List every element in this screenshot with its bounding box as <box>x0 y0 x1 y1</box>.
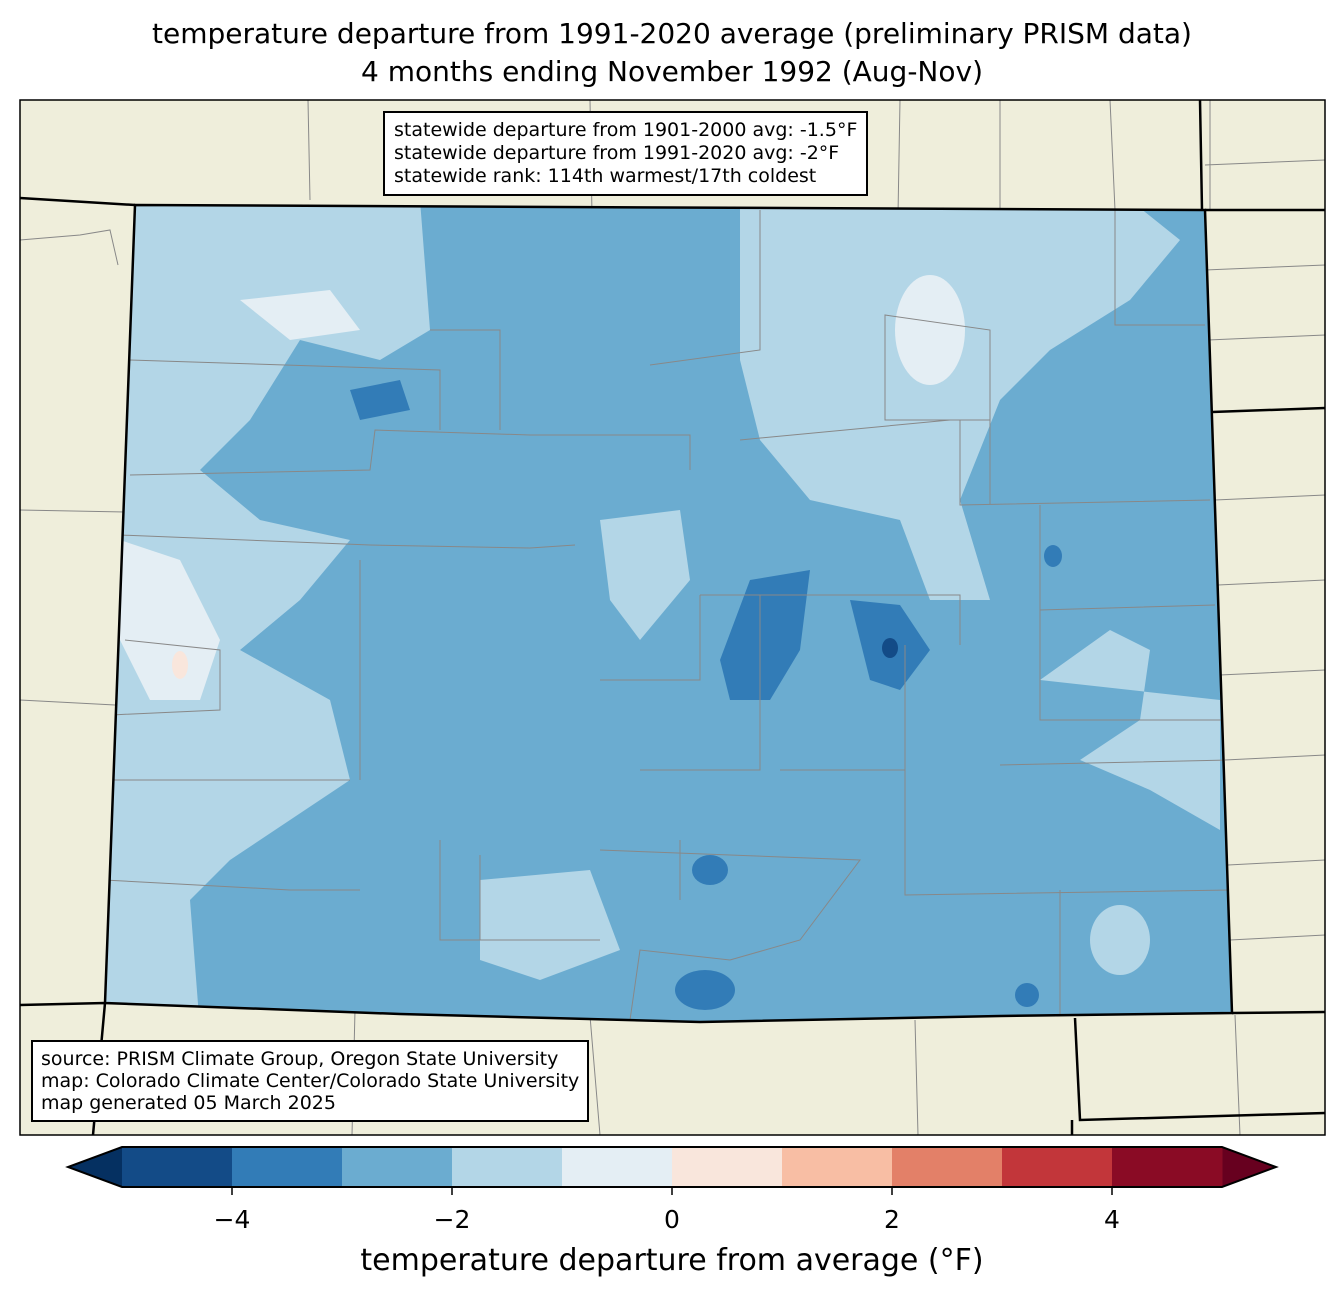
band-minus-1-to-minus-2-northeast <box>740 205 1180 600</box>
colorbar-bin <box>452 1147 563 1187</box>
statewide-stats-box: statewide departure from 1901-2000 avg: … <box>383 111 869 196</box>
band-0-to-minus-1-northeast <box>895 275 965 385</box>
colorbar-tick-label: −4 <box>214 1205 251 1234</box>
colorbar-bin <box>1112 1147 1223 1187</box>
source-box: source: PRISM Climate Group, Oregon Stat… <box>31 1040 590 1122</box>
stats-rank: statewide rank: 114th warmest/17th colde… <box>394 165 817 187</box>
title-line-1: temperature departure from 1991-2020 ave… <box>152 17 1192 50</box>
band-0-to-minus-1-northwest <box>240 290 360 340</box>
band-minus-3-to-minus-4-spot <box>692 855 728 885</box>
temperature-field <box>105 205 1232 1022</box>
band-minus-3-to-minus-4-e <box>1044 545 1062 567</box>
colorbar-bin <box>342 1147 453 1187</box>
colorbar-bin <box>232 1147 343 1187</box>
band-minus-3-to-minus-4-central <box>720 570 810 700</box>
county-lines <box>105 210 1231 1021</box>
source-prism: source: PRISM Climate Group, Oregon Stat… <box>41 1048 559 1070</box>
colorbar-under-arrow <box>68 1147 122 1187</box>
band-minus-3-to-minus-4-se <box>1015 983 1039 1007</box>
colorbar-bin <box>782 1147 893 1187</box>
colorbar-outline <box>65 1146 1279 1188</box>
band-minus-1-to-minus-2-west <box>105 205 430 1022</box>
band-minus-1-to-minus-2-southeast <box>1090 905 1150 975</box>
source-map-credit: map: Colorado Climate Center/Colorado St… <box>41 1070 580 1092</box>
stats-departure-1901-2000: statewide departure from 1901-2000 avg: … <box>394 119 858 141</box>
colorbar-tick-label: 0 <box>664 1205 680 1234</box>
band-minus-1-to-minus-2-central <box>600 510 690 640</box>
title-line-2: 4 months ending November 1992 (Aug-Nov) <box>360 55 983 88</box>
band-0-to-1-spot <box>172 651 188 679</box>
colorbar: −4 −2 0 2 4 <box>65 1146 1279 1234</box>
colorbar-bin <box>892 1147 1003 1187</box>
colorbar-bin <box>562 1147 673 1187</box>
map-frame <box>19 99 1326 1136</box>
band-0-to-minus-1-west <box>110 540 220 700</box>
colorbar-tick-label: 2 <box>884 1205 900 1234</box>
colorbar-over-arrow <box>1222 1147 1276 1187</box>
colorbar-bin <box>122 1147 233 1187</box>
colorbar-label: temperature departure from average (°F) <box>360 1243 984 1278</box>
band-minus-3-to-minus-4-northwest <box>350 380 410 420</box>
colorado-state-border <box>103 203 1234 1024</box>
source-generated-date: map generated 05 March 2025 <box>41 1092 336 1114</box>
band-minus-3-to-minus-4-south <box>675 970 735 1010</box>
colorbar-bin <box>1002 1147 1113 1187</box>
band-minus-1-to-minus-2-south <box>480 870 620 980</box>
stats-departure-1991-2020: statewide departure from 1991-2020 avg: … <box>394 142 840 164</box>
band-below-minus-4-spot <box>882 638 898 658</box>
band-minus-1-to-minus-2-east <box>1040 630 1220 830</box>
colorbar-tick-label: 4 <box>1104 1205 1120 1234</box>
colorbar-bin <box>672 1147 783 1187</box>
colorbar-tick-label: −2 <box>434 1205 471 1234</box>
